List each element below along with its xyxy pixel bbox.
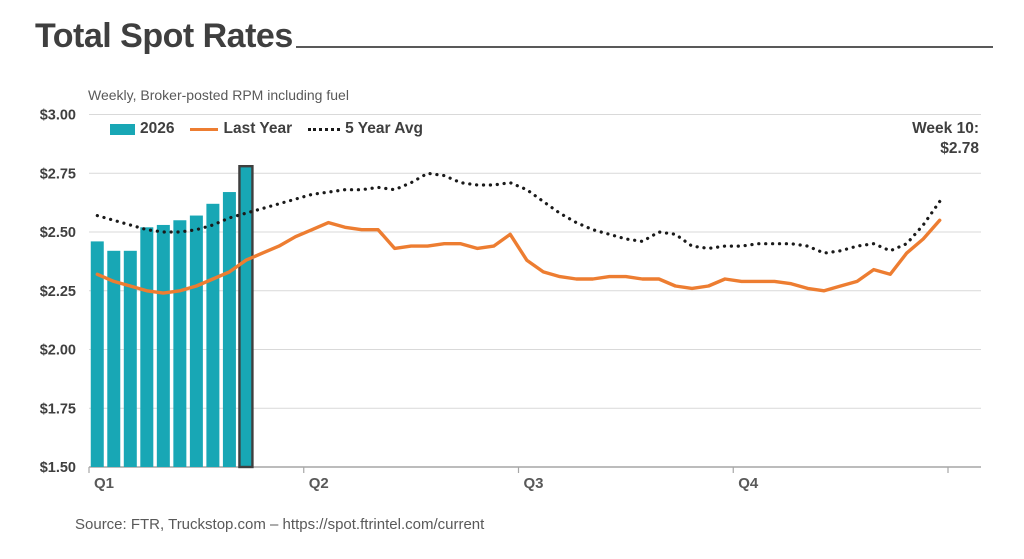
title-underline [295,46,993,49]
bar-week5 [156,224,170,467]
bar-week7 [189,215,203,467]
bar-week1 [90,241,104,467]
bar-week10-highlighted [238,164,254,469]
page-title: Total Spot Rates [35,17,293,55]
legend-item-last-year: Last Year [190,120,292,138]
legend-item-5-year-avg: 5 Year Avg [308,120,423,138]
x-axis-tick-label: Q3 [524,475,544,492]
five-year-avg-line [95,171,942,255]
legend-dots-swatch-icon [308,127,341,131]
source-note: Source: FTR, Truckstop.com – https://spo… [75,516,485,533]
y-axis-tick-label: $1.75 [40,401,76,417]
y-axis-tick-label: $2.00 [40,343,76,359]
bar-week4 [140,227,154,467]
legend-label-last-year: Last Year [223,120,293,137]
x-axis-tick-label: Q2 [309,475,329,492]
bar-week8 [206,203,220,468]
week10-annotation-line2: $2.78 [940,140,979,158]
legend-item-2026: 2026 [110,120,174,138]
legend-bar-swatch-icon [110,123,135,135]
last-year-line [95,218,942,295]
bar-week2 [107,250,121,467]
y-axis-tick-label: $2.25 [40,284,76,300]
legend-label-5-year-avg: 5 Year Avg [345,120,423,137]
legend: 2026 Last Year 5 Year Avg [110,120,423,138]
bar-week3 [123,250,137,467]
week10-annotation-line1: Week 10: [912,120,979,137]
y-axis-tick-label: $2.75 [40,166,76,182]
chart-subtitle: Weekly, Broker-posted RPM including fuel [88,87,349,103]
y-axis-tick-label: $3.00 [40,108,76,124]
legend-line-swatch-icon [190,127,219,131]
bar-week9 [222,192,236,468]
title-row: Total Spot Rates [35,17,993,55]
x-axis-tick-label: Q4 [738,475,759,492]
bar-week6 [173,220,187,467]
y-axis-tick-label: $2.50 [40,225,76,241]
x-axis-tick-label: Q1 [94,475,114,492]
week10-annotation: Week 10: $2.78 [912,119,979,159]
legend-label-2026: 2026 [140,120,175,137]
y-axis-tick-label: $1.50 [40,460,76,476]
